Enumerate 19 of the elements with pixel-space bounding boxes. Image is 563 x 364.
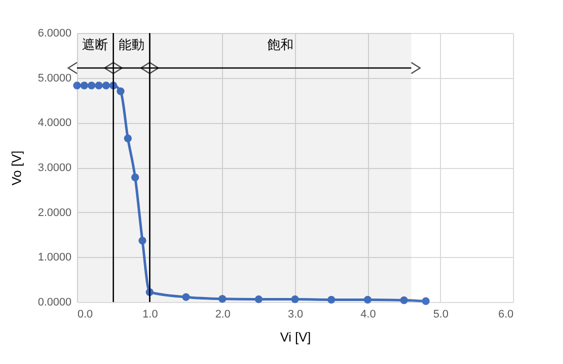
x-tick-label: 5.0 xyxy=(433,308,448,320)
x-tick-label: 4.0 xyxy=(360,308,376,320)
band-label: 能動 xyxy=(118,36,144,52)
x-tick-label: 0.0 xyxy=(78,308,93,320)
y-tick-label: 1.0000 xyxy=(38,252,72,264)
x-tick-label: 6.0 xyxy=(498,308,514,320)
band-label: 飽和 xyxy=(267,36,294,52)
y-tick-label: 4.0000 xyxy=(38,117,72,130)
band-label: 遮断 xyxy=(82,36,108,52)
y-tick-label: 5.0000 xyxy=(38,72,72,84)
y-tick-label: 2.0000 xyxy=(38,206,72,219)
x-tick-label: 2.0 xyxy=(215,308,230,320)
y-axis-title: Vo [V] xyxy=(8,150,24,186)
x-tick-label: 3.0 xyxy=(288,308,304,320)
y-tick-label: 0.0000 xyxy=(38,296,72,308)
x-tick-label: 1.0 xyxy=(142,308,158,320)
y-tick-label: 6.0000 xyxy=(38,28,72,40)
y-tick-label: 3.0000 xyxy=(38,162,72,174)
x-axis-title: Vi [V] xyxy=(280,330,311,344)
